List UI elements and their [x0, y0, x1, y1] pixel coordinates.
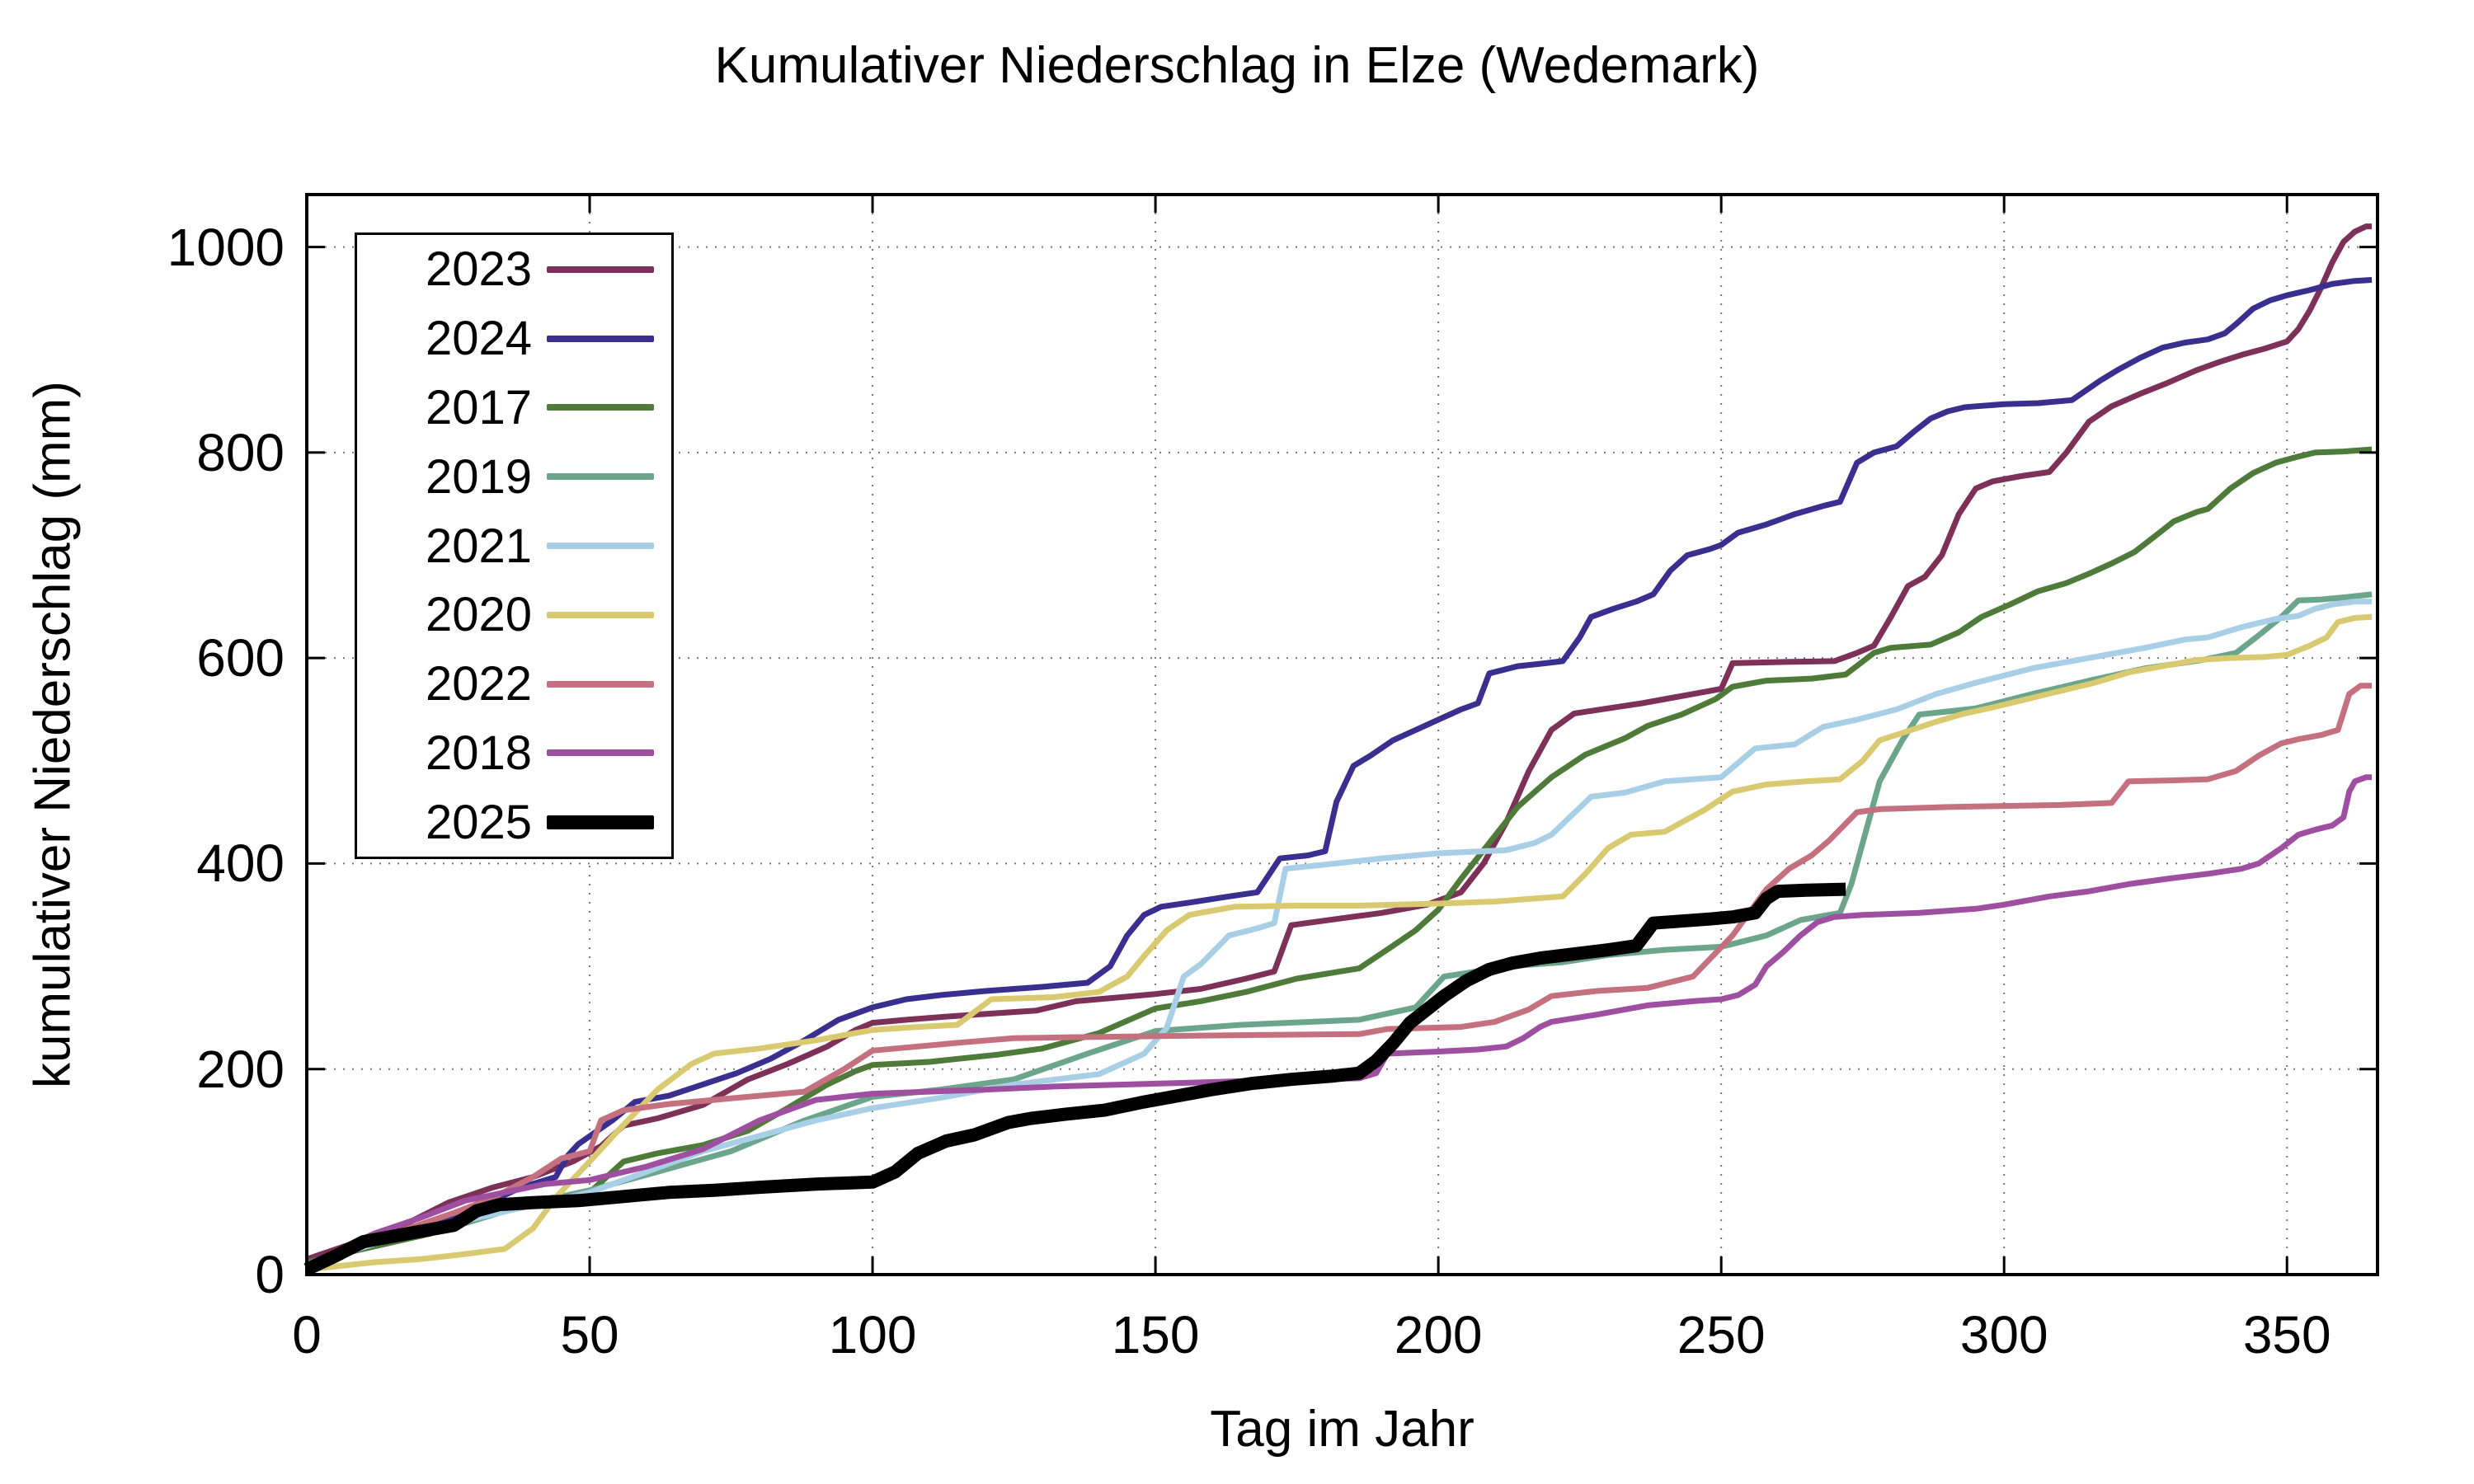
- legend-line-sample-2020: [547, 611, 654, 618]
- legend-row-2023: 2023: [357, 235, 671, 304]
- x-tick-label-350: 350: [2242, 1305, 2331, 1364]
- x-axis-label: Tag im Jahr: [1210, 1401, 1475, 1458]
- x-tick-label-200: 200: [1394, 1305, 1483, 1364]
- legend-label-2021: 2021: [425, 519, 532, 573]
- series-line-2020: [306, 613, 2373, 1273]
- y-tick-label-200: 200: [196, 1039, 285, 1099]
- plot-area: [303, 193, 2379, 1276]
- x-tick-label-0: 0: [292, 1305, 322, 1364]
- y-axis-label: kumulativer Niederschlag (mm): [24, 381, 82, 1088]
- y-tick-label-0: 0: [255, 1245, 285, 1304]
- legend-label-2019: 2019: [425, 449, 532, 504]
- legend-label-2020: 2020: [425, 588, 532, 642]
- legend-row-2020: 2020: [357, 580, 671, 650]
- legend-line-sample-2023: [547, 265, 654, 273]
- legend-line-sample-2019: [547, 473, 654, 481]
- chart-title: Kumulativer Niederschlag in Elze (Wedema…: [714, 37, 1760, 94]
- series-line-2023: [305, 223, 2373, 1262]
- series-line-2018: [305, 774, 2373, 1270]
- legend-label-2022: 2022: [425, 657, 532, 711]
- legend-line-sample-2021: [547, 542, 654, 550]
- series-line-2021: [305, 599, 2373, 1267]
- y-tick-label-600: 600: [196, 628, 285, 688]
- x-tick-label-250: 250: [1677, 1305, 1766, 1364]
- legend-label-2024: 2024: [425, 312, 532, 366]
- x-tick-label-150: 150: [1111, 1305, 1200, 1364]
- series-line-2022: [305, 683, 2373, 1267]
- x-tick-label-100: 100: [828, 1305, 917, 1364]
- plot-border: [305, 193, 2379, 1276]
- legend-label-2025: 2025: [425, 795, 532, 849]
- legend-row-2024: 2024: [357, 304, 671, 373]
- legend-line-sample-2025: [547, 815, 654, 829]
- y-tick-label-1000: 1000: [167, 217, 285, 277]
- legend-line-sample-2024: [547, 335, 654, 342]
- series-line-2025: [303, 882, 1846, 1276]
- legend-line-sample-2018: [547, 749, 654, 757]
- y-tick-label-400: 400: [196, 834, 285, 894]
- legend-row-2022: 2022: [357, 650, 671, 719]
- legend-line-sample-2017: [547, 404, 654, 411]
- legend-row-2021: 2021: [357, 511, 671, 580]
- x-tick-label-300: 300: [1959, 1305, 2048, 1364]
- legend-row-2019: 2019: [357, 442, 671, 511]
- legend-box: 2023 2024 2017 2019 2021 2020 2022 2018 2025: [355, 232, 674, 859]
- x-tick-label-50: 50: [560, 1305, 619, 1364]
- legend-line-sample-2022: [547, 680, 654, 688]
- legend-label-2018: 2018: [425, 726, 532, 780]
- y-tick-label-800: 800: [196, 422, 285, 482]
- legend-label-2023: 2023: [425, 242, 532, 297]
- legend-row-2025: 2025: [357, 787, 671, 857]
- legend-row-2017: 2017: [357, 373, 671, 443]
- series-line-2024: [305, 277, 2373, 1267]
- legend-label-2017: 2017: [425, 380, 532, 434]
- legend-row-2018: 2018: [357, 718, 671, 787]
